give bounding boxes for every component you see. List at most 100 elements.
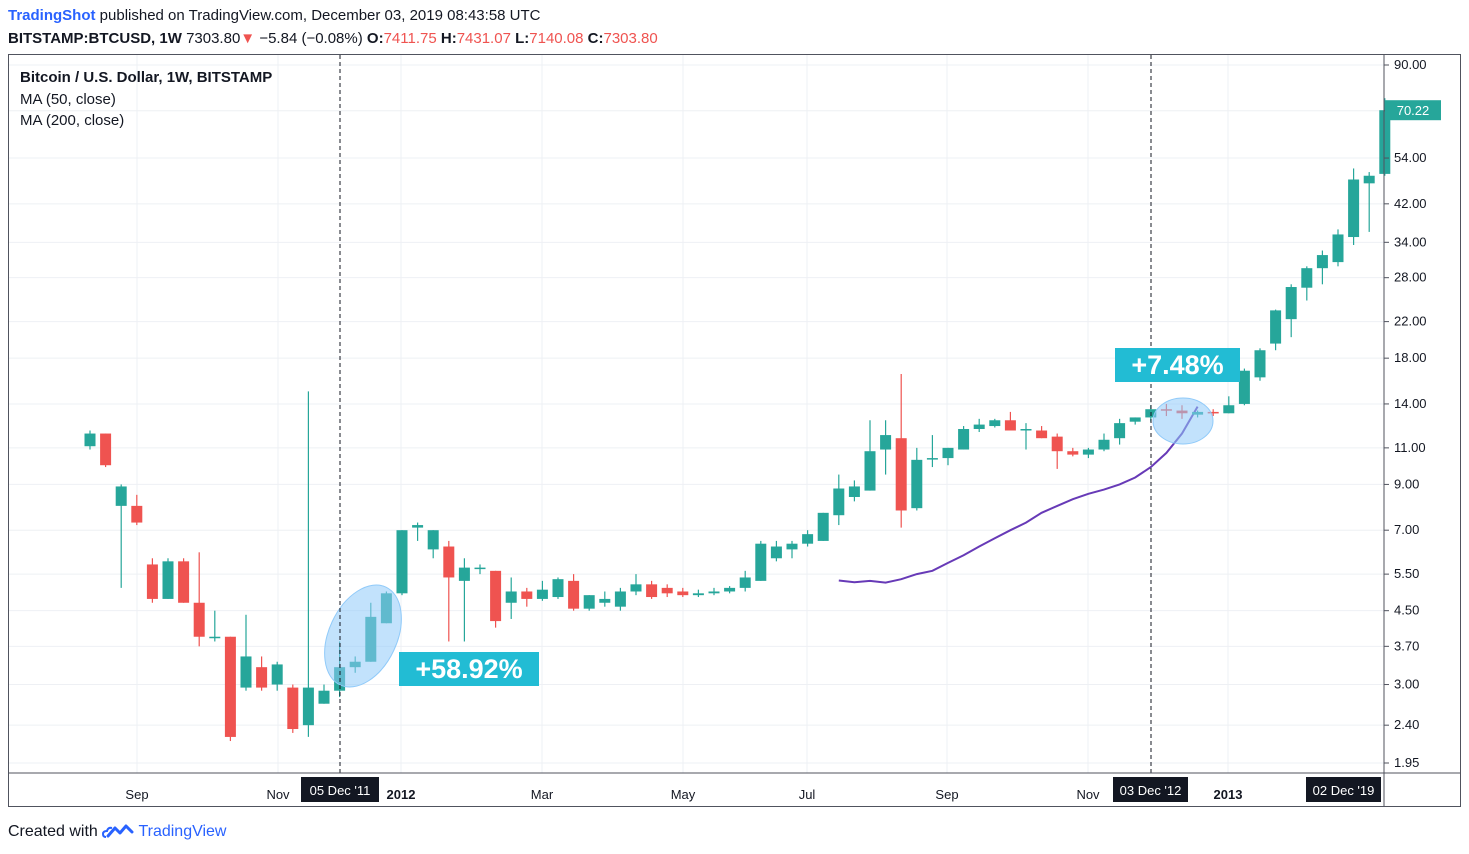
- footer: Created with TradingView: [8, 822, 226, 841]
- candle-body: [193, 602, 205, 637]
- candle-body: [864, 451, 876, 491]
- overlays: +58.92% +7.48%: [324, 55, 1240, 773]
- author-link[interactable]: TradingShot: [8, 7, 96, 24]
- candle-body: [833, 488, 845, 516]
- candle: [302, 391, 314, 737]
- candle-body: [146, 564, 158, 599]
- candle-body: [505, 591, 517, 603]
- candle: [100, 433, 112, 468]
- candle: [989, 418, 1001, 428]
- close-label: C:: [587, 30, 604, 47]
- date-marker-label-bg: [1306, 777, 1381, 802]
- x-tick-label: Sep: [125, 787, 148, 802]
- date-marker-label: 03 Dec '12: [1120, 783, 1182, 798]
- candle-body: [1020, 429, 1032, 431]
- candle-body: [536, 589, 548, 599]
- candle: [1301, 266, 1313, 301]
- candle-body: [552, 579, 564, 598]
- candle-body: [568, 580, 580, 609]
- candle-body: [271, 664, 283, 685]
- y-tick-label: 34.00: [1394, 234, 1427, 249]
- candle: [1004, 411, 1016, 431]
- date-marker-label: 05 Dec '11: [310, 783, 371, 798]
- candle: [521, 587, 533, 607]
- candle: [209, 610, 221, 642]
- candle: [443, 540, 455, 642]
- candle-body: [521, 591, 533, 599]
- y-tick-label: 7.00: [1394, 522, 1419, 537]
- candle: [162, 558, 174, 599]
- annotation-label: +58.92%: [415, 654, 522, 684]
- date-marker-label-bg: [301, 777, 379, 802]
- candle: [1316, 250, 1328, 285]
- candle-body: [318, 690, 330, 704]
- candle-body: [630, 584, 642, 592]
- candle: [271, 661, 283, 691]
- candle-body: [412, 525, 424, 528]
- candle: [1114, 418, 1126, 445]
- candle: [1348, 168, 1360, 246]
- candle-body: [224, 636, 236, 737]
- candle: [84, 430, 96, 450]
- candle-body: [911, 459, 923, 509]
- candle-body: [958, 429, 970, 450]
- candle: [786, 540, 798, 559]
- candle-body: [1067, 451, 1079, 455]
- candle: [1020, 423, 1032, 450]
- candle-body: [115, 486, 127, 506]
- candle: [427, 530, 439, 559]
- candle: [193, 552, 205, 647]
- candle: [396, 530, 408, 596]
- y-tick-label: 11.00: [1394, 440, 1426, 455]
- published-text: published on TradingView.com, December 0…: [99, 7, 541, 24]
- candle: [817, 512, 829, 541]
- candle-body: [614, 591, 626, 607]
- candle: [770, 540, 782, 562]
- candle: [630, 574, 642, 596]
- x-tick-label: Jul: [799, 787, 816, 802]
- candle: [677, 587, 689, 598]
- y-tick-label: 90.00: [1394, 57, 1427, 72]
- highlight-ellipse: [324, 584, 402, 688]
- high-value: 7431.07: [456, 30, 511, 47]
- candle-body: [1223, 405, 1235, 414]
- candle-body: [1051, 436, 1063, 452]
- candle-body: [443, 546, 455, 578]
- candle-body: [1004, 420, 1016, 431]
- ma-layer: [838, 406, 1199, 584]
- candle: [1238, 368, 1250, 406]
- tradingview-link[interactable]: TradingView: [138, 823, 227, 840]
- last-price-bg: [1385, 100, 1441, 121]
- candle-body: [84, 433, 96, 447]
- candle-body: [848, 486, 860, 497]
- candle-body: [708, 591, 720, 594]
- candle-body: [817, 512, 829, 541]
- y-tick-label: 28.00: [1394, 270, 1427, 285]
- candle-body: [786, 543, 798, 550]
- low-value: 7140.08: [529, 30, 584, 47]
- candle: [412, 522, 424, 541]
- candle: [1285, 284, 1297, 338]
- candlestick-chart[interactable]: +58.92%+7.48% 90.0070.0054.0042.0034.002…: [9, 55, 1460, 806]
- y-tick-label: 3.70: [1394, 638, 1419, 653]
- x-tick-label: Mar: [531, 787, 554, 802]
- candle: [1363, 172, 1375, 232]
- chart-pane[interactable]: +58.92%+7.48% 90.0070.0054.0042.0034.002…: [8, 54, 1461, 807]
- last-price-label: 70.22: [1397, 103, 1430, 118]
- candle: [848, 480, 860, 502]
- candle-body: [724, 587, 736, 592]
- y-tick-label: 14.00: [1394, 396, 1427, 411]
- candle: [1270, 309, 1282, 351]
- candle: [552, 577, 564, 599]
- y-tick-label: 22.00: [1394, 314, 1427, 329]
- candle-body: [100, 433, 112, 466]
- candle: [1036, 426, 1048, 439]
- candle: [802, 530, 814, 547]
- candle: [942, 447, 954, 466]
- candle-body: [1114, 423, 1126, 439]
- x-tick-label: Sep: [935, 787, 958, 802]
- candle: [458, 558, 470, 642]
- candle-body: [209, 636, 221, 639]
- candle-body: [1301, 268, 1313, 288]
- candle-body: [1036, 430, 1048, 439]
